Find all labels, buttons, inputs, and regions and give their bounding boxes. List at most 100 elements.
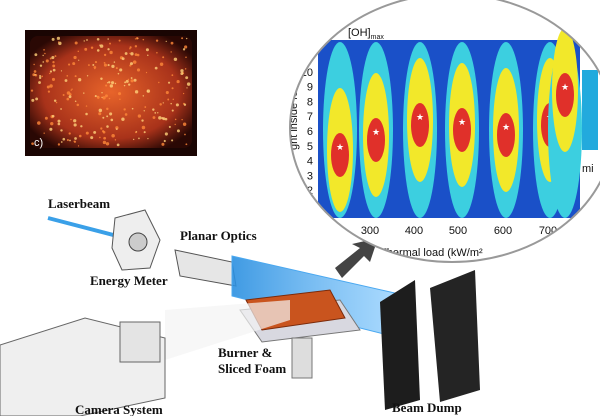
speckle xyxy=(103,53,107,57)
speckle xyxy=(92,63,95,66)
peak-star: ★ xyxy=(502,122,510,132)
speckle xyxy=(106,125,109,128)
speckle xyxy=(146,89,151,93)
speckle xyxy=(137,114,142,118)
speckle xyxy=(88,64,90,66)
speckle xyxy=(39,76,42,80)
column-red xyxy=(331,133,349,177)
speckle xyxy=(39,64,43,67)
speckle xyxy=(49,57,52,60)
speckle xyxy=(42,61,45,63)
speckle xyxy=(33,70,37,73)
speckle xyxy=(71,88,73,90)
speckle xyxy=(170,41,174,45)
speckle xyxy=(185,37,188,40)
speckle xyxy=(155,39,159,42)
speckle xyxy=(114,139,117,141)
speckle xyxy=(152,116,156,119)
speckle xyxy=(131,107,134,110)
speckle xyxy=(107,38,109,40)
speckle xyxy=(130,52,134,56)
speckle xyxy=(184,68,187,70)
speckle xyxy=(52,68,56,72)
speckle xyxy=(86,75,89,77)
speckle xyxy=(45,59,49,63)
speckle xyxy=(121,117,125,121)
photo-label: c) xyxy=(34,137,43,149)
speckle xyxy=(56,36,61,40)
speckle xyxy=(154,112,157,114)
speckle xyxy=(134,53,138,57)
speckle xyxy=(60,129,63,132)
speckle xyxy=(86,39,88,41)
speckle xyxy=(68,63,71,66)
speckle xyxy=(43,132,45,134)
speckle xyxy=(129,46,132,49)
speckle xyxy=(107,48,110,51)
speckle xyxy=(152,108,155,111)
speckle xyxy=(34,53,38,57)
y-tick-label: 6 xyxy=(307,126,313,138)
speckle xyxy=(52,61,55,64)
speckle xyxy=(60,141,63,143)
speckle xyxy=(68,95,72,99)
speckle xyxy=(182,92,185,95)
speckle xyxy=(51,114,55,118)
speckle xyxy=(134,45,138,48)
speckle xyxy=(64,79,68,82)
speckle xyxy=(180,69,184,73)
speckle xyxy=(184,45,188,49)
y-tick-label: 8 xyxy=(307,96,313,108)
speckle xyxy=(51,37,55,41)
speckle xyxy=(157,112,159,114)
inset: ★★★★★★★ [OH]max mi ght inside foam Therm… xyxy=(290,0,600,262)
speckle xyxy=(154,66,158,70)
foam-photo: c) xyxy=(25,30,197,156)
speckle xyxy=(85,131,89,135)
speckle xyxy=(72,62,76,66)
speckle xyxy=(53,99,57,103)
speckle xyxy=(96,95,99,98)
column-red xyxy=(556,73,574,117)
speckle xyxy=(186,82,191,86)
meter-port xyxy=(128,232,148,252)
speckle xyxy=(69,139,71,142)
speckle xyxy=(102,116,105,119)
speckle xyxy=(119,98,121,100)
speckle xyxy=(176,129,180,133)
inset-border xyxy=(289,0,600,263)
speckle xyxy=(117,72,120,75)
speckle xyxy=(162,117,166,121)
speckle xyxy=(57,122,61,126)
y-tick-label: 3 xyxy=(307,170,313,182)
speckle xyxy=(83,40,85,42)
speckle xyxy=(185,76,189,80)
speckle xyxy=(80,125,83,128)
speckle xyxy=(31,142,34,146)
speckle xyxy=(49,72,51,75)
speckle xyxy=(102,96,106,100)
peak-star: ★ xyxy=(458,117,466,127)
speckle xyxy=(171,109,174,112)
speckle xyxy=(99,44,101,46)
speckle xyxy=(124,113,128,116)
speckle xyxy=(132,138,135,141)
speckle xyxy=(167,81,171,84)
speckle xyxy=(57,119,61,123)
speckle xyxy=(145,48,149,52)
speckle xyxy=(185,143,188,146)
speckle xyxy=(103,136,107,140)
speckle xyxy=(127,78,130,81)
speckle xyxy=(110,118,114,122)
speckle xyxy=(136,53,140,57)
speckle xyxy=(115,128,118,131)
speckle xyxy=(51,55,55,60)
speckle xyxy=(51,77,56,81)
speckle xyxy=(185,56,187,58)
speckle xyxy=(74,100,77,102)
speckle xyxy=(34,73,36,76)
speckle xyxy=(32,73,36,77)
speckle xyxy=(99,44,104,48)
speckle xyxy=(106,107,109,111)
